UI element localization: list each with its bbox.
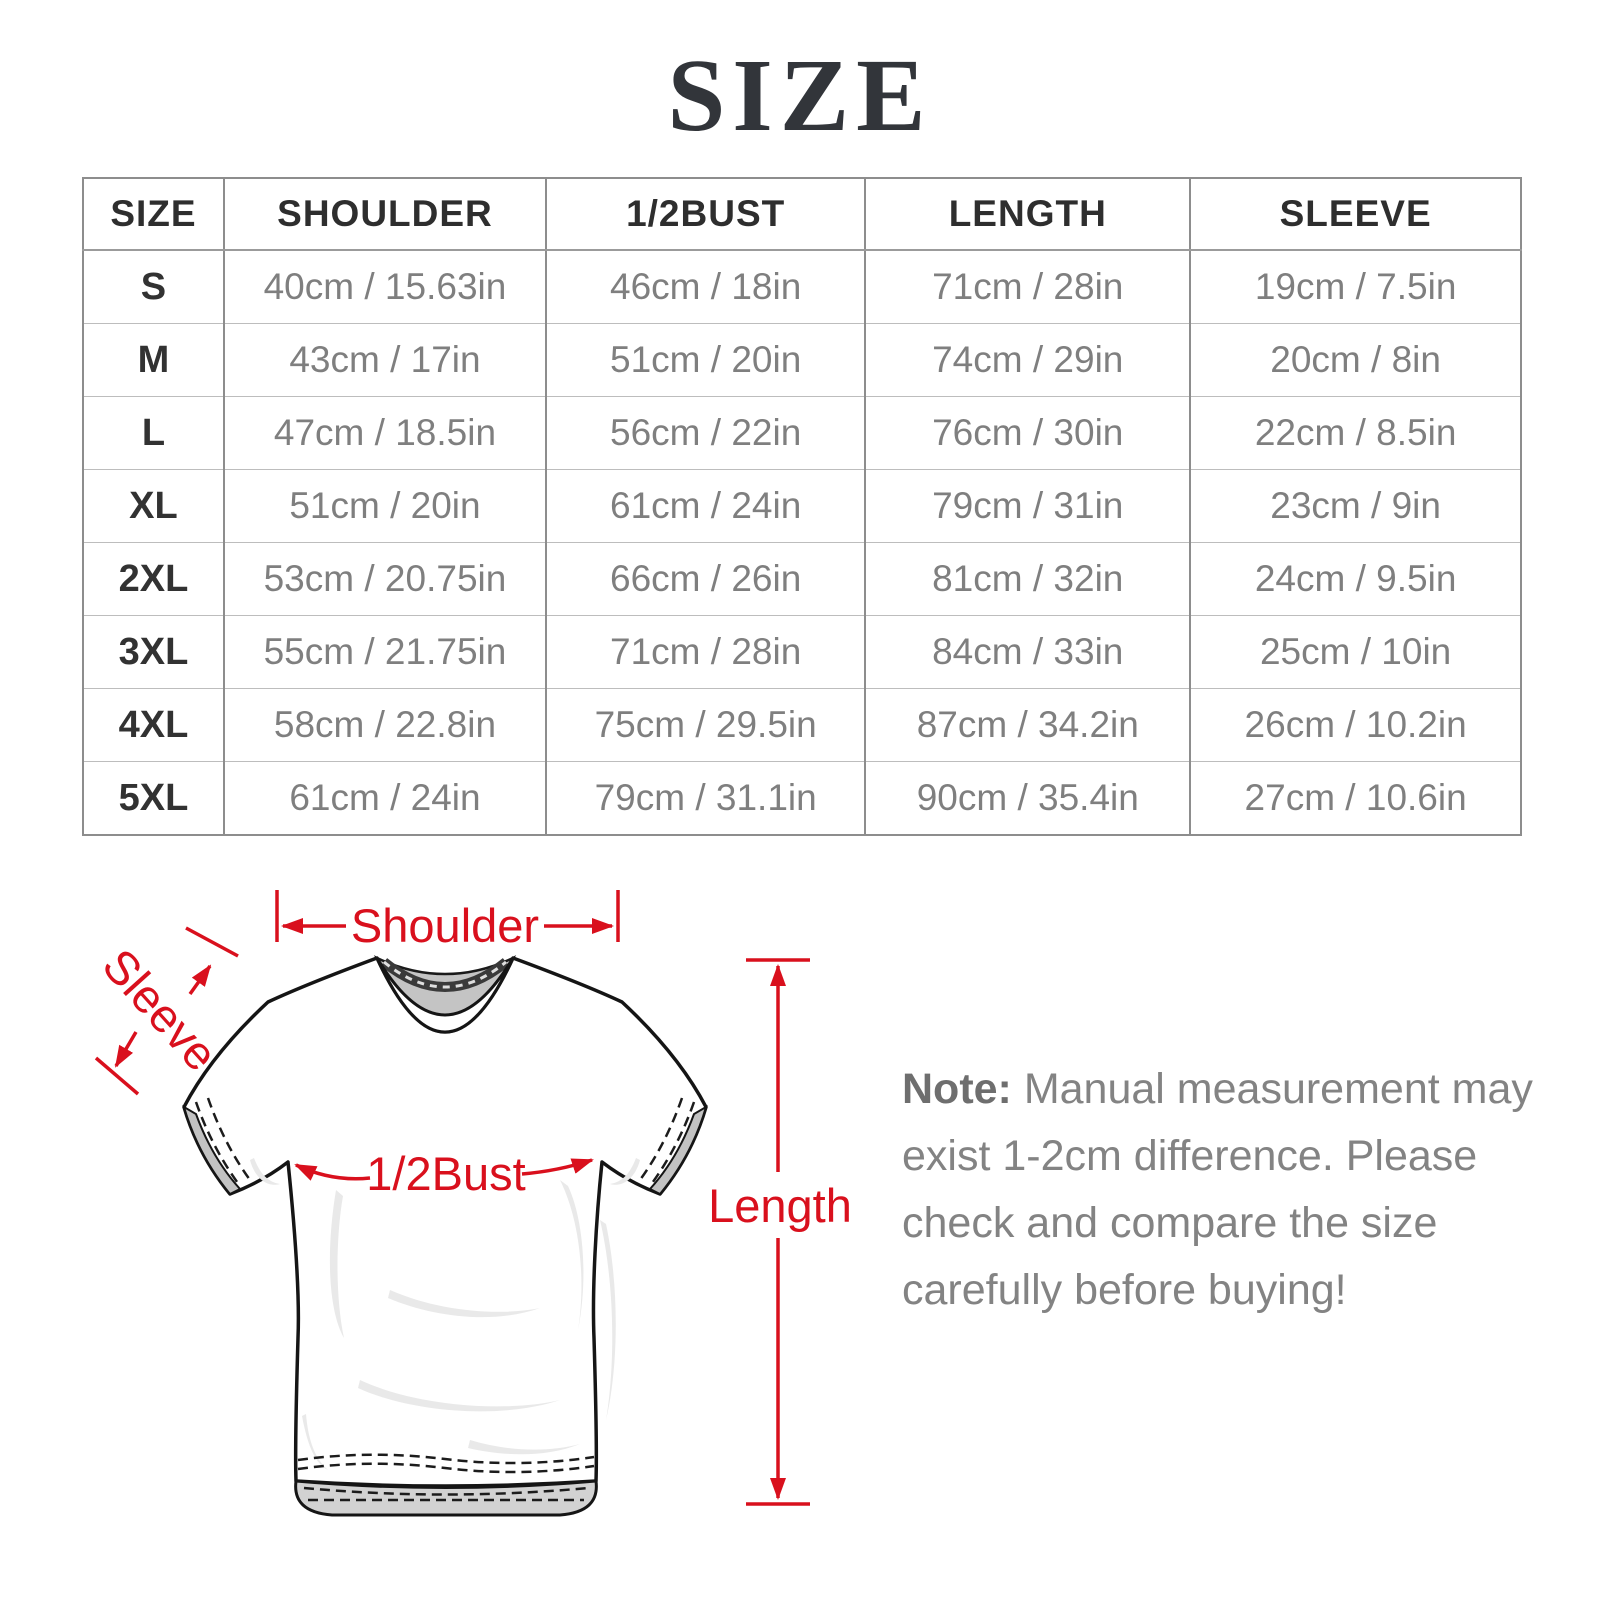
- table-row: 3XL 55cm / 21.75in 71cm / 28in 84cm / 33in 2…: [83, 615, 1521, 689]
- length-label: Length: [708, 1179, 852, 1232]
- value-cell: 58cm / 22.8in: [222, 688, 547, 762]
- value-cell: 61cm / 24in: [545, 469, 866, 543]
- value-cell: 19cm / 7.5in: [1189, 249, 1521, 324]
- value-cell: 84cm / 33in: [864, 615, 1191, 689]
- size-note: Note: Manual measurement may exist 1-2cm…: [902, 1056, 1552, 1324]
- column-header: SIZE: [83, 178, 224, 251]
- value-cell: 61cm / 24in: [222, 761, 547, 835]
- size-cell: M: [83, 323, 224, 397]
- value-cell: 40cm / 15.63in: [222, 249, 547, 324]
- value-cell: 27cm / 10.6in: [1189, 761, 1521, 835]
- value-cell: 22cm / 8.5in: [1189, 396, 1521, 470]
- value-cell: 75cm / 29.5in: [545, 688, 866, 762]
- column-header: SHOULDER: [222, 178, 547, 251]
- sleeve-label: Sleeve: [93, 939, 229, 1081]
- size-cell: 3XL: [83, 615, 224, 689]
- value-cell: 26cm / 10.2in: [1189, 688, 1521, 762]
- table-row: S 40cm / 15.63in 46cm / 18in 71cm / 28in 19c…: [83, 249, 1521, 324]
- column-header: SLEEVE: [1189, 178, 1521, 251]
- value-cell: 51cm / 20in: [545, 323, 866, 397]
- value-cell: 74cm / 29in: [864, 323, 1191, 397]
- measurement-diagram: Shoulder Sleeve 1/2Bust Length: [40, 860, 860, 1570]
- table-row: 2XL 53cm / 20.75in 66cm / 26in 81cm / 32in 2…: [83, 542, 1521, 616]
- table-row: XL 51cm / 20in 61cm / 24in 79cm / 31in 23cm …: [83, 469, 1521, 543]
- value-cell: 87cm / 34.2in: [864, 688, 1191, 762]
- value-cell: 66cm / 26in: [545, 542, 866, 616]
- table-row: L 47cm / 18.5in 56cm / 22in 76cm / 30in 22cm…: [83, 396, 1521, 470]
- value-cell: 51cm / 20in: [222, 469, 547, 543]
- value-cell: 46cm / 18in: [545, 249, 866, 324]
- collar: [373, 955, 517, 1034]
- value-cell: 43cm / 17in: [222, 323, 547, 397]
- bust-arrow: 1/2Bust: [294, 1147, 594, 1200]
- value-cell: 47cm / 18.5in: [222, 396, 547, 470]
- size-cell: 5XL: [83, 761, 224, 835]
- size-cell: L: [83, 396, 224, 470]
- value-cell: 79cm / 31in: [864, 469, 1191, 543]
- value-cell: 56cm / 22in: [545, 396, 866, 470]
- value-cell: 71cm / 28in: [545, 615, 866, 689]
- value-cell: 79cm / 31.1in: [545, 761, 866, 835]
- collar-band: [375, 957, 515, 1034]
- value-cell: 71cm / 28in: [864, 249, 1191, 324]
- size-cell: XL: [83, 469, 224, 543]
- value-cell: 23cm / 9in: [1189, 469, 1521, 543]
- size-cell: 4XL: [83, 688, 224, 762]
- table-row: 5XL 61cm / 24in 79cm / 31.1in 90cm / 35.4in…: [83, 761, 1521, 835]
- page-title: SIZE: [667, 38, 933, 153]
- shoulder-label: Shoulder: [351, 899, 539, 952]
- value-cell: 81cm / 32in: [864, 542, 1191, 616]
- shoulder-arrow: Shoulder: [275, 890, 620, 952]
- table-row: 4XL 58cm / 22.8in 75cm / 29.5in 87cm / 34.2…: [83, 688, 1521, 762]
- value-cell: 55cm / 21.75in: [222, 615, 547, 689]
- hem: [294, 1453, 598, 1517]
- value-cell: 53cm / 20.75in: [222, 542, 547, 616]
- size-cell: S: [83, 249, 224, 324]
- header-row: SIZE SHOULDER 1/2BUST LENGTH SLEEVE: [83, 178, 1521, 251]
- size-table: SIZE SHOULDER 1/2BUST LENGTH SLEEVE S 40cm / …: [82, 177, 1522, 836]
- value-cell: 90cm / 35.4in: [864, 761, 1191, 835]
- column-header: 1/2BUST: [545, 178, 866, 251]
- value-cell: 24cm / 9.5in: [1189, 542, 1521, 616]
- collar-stitching: [383, 960, 507, 989]
- note-body: Manual measurement may exist 1-2cm diffe…: [902, 1065, 1533, 1314]
- value-cell: 76cm / 30in: [864, 396, 1191, 470]
- value-cell: 20cm / 8in: [1189, 323, 1521, 397]
- size-cell: 2XL: [83, 542, 224, 616]
- length-arrow: Length: [708, 958, 852, 1506]
- note-label: Note:: [902, 1065, 1012, 1113]
- left-cuff: [182, 1097, 252, 1196]
- table-row: M 43cm / 17in 51cm / 20in 74cm / 29in 20cm /…: [83, 323, 1521, 397]
- right-cuff: [638, 1097, 708, 1196]
- bust-label: 1/2Bust: [366, 1147, 525, 1200]
- wrinkle-shading: [250, 1158, 640, 1470]
- tshirt-drawing: [182, 955, 708, 1517]
- column-header: LENGTH: [864, 178, 1191, 251]
- value-cell: 25cm / 10in: [1189, 615, 1521, 689]
